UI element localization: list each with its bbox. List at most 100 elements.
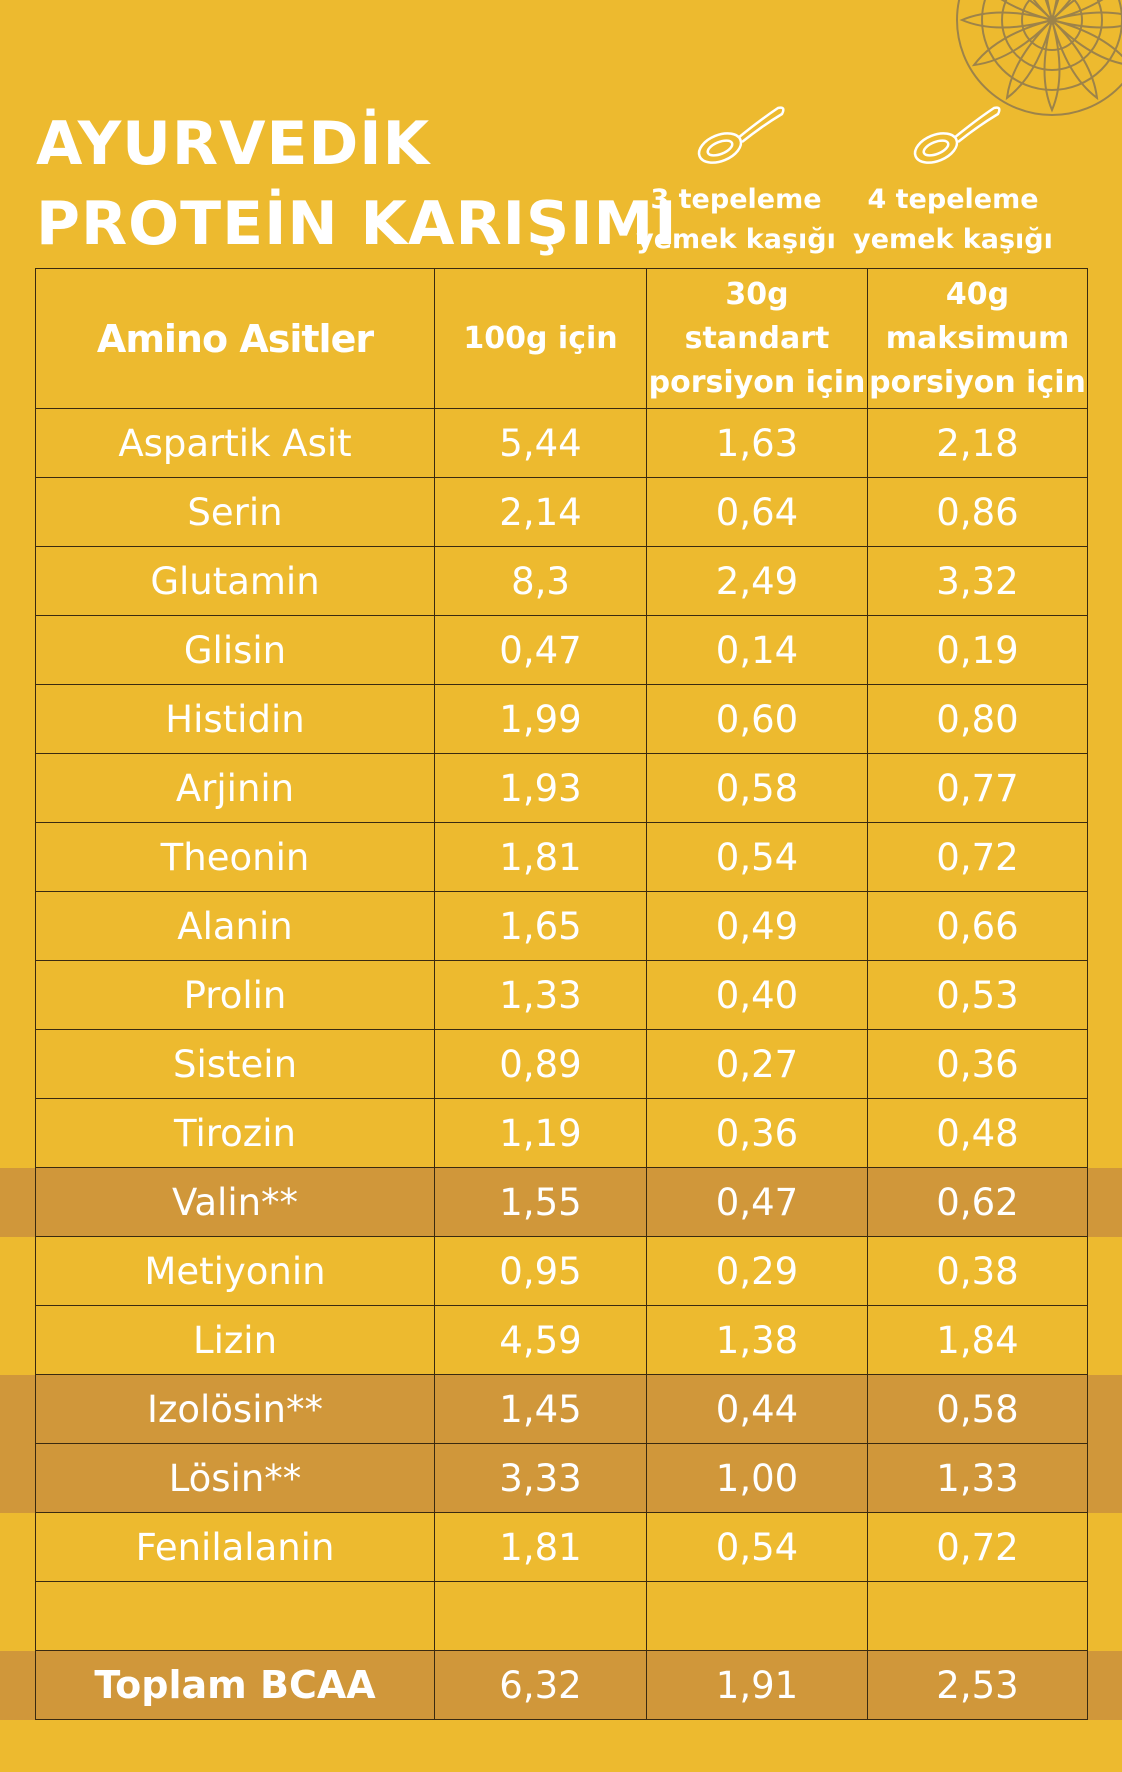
amino-acid-name: Izolösin** [35, 1374, 435, 1444]
value-per-30g: 1,38 [646, 1305, 868, 1375]
amino-acid-name: Theonin [35, 822, 435, 892]
value-per-40g: 2,18 [867, 408, 1088, 478]
value-per-30g: 0,44 [646, 1374, 868, 1444]
table-row: Izolösin** 1,45 0,44 0,58 [35, 1374, 1088, 1444]
value-per-100g: 1,19 [434, 1098, 647, 1168]
table-row [35, 1581, 1088, 1651]
amino-acid-name: Tirozin [35, 1098, 435, 1168]
value-per-100g [434, 1581, 647, 1651]
value-per-40g: 0,80 [867, 684, 1088, 754]
value-per-40g: 2,53 [867, 1650, 1088, 1720]
header-per-30g: 30g standart porsiyon için [646, 268, 868, 409]
value-per-100g: 1,93 [434, 753, 647, 823]
value-per-30g: 1,63 [646, 408, 868, 478]
amino-acid-name: Lösin** [35, 1443, 435, 1513]
table-row: Aspartik Asit 5,44 1,63 2,18 [35, 408, 1088, 478]
value-per-30g: 0,29 [646, 1236, 868, 1306]
serving-note-line: yemek kaşığı [636, 224, 836, 255]
value-per-40g: 0,72 [867, 822, 1088, 892]
table-row: Glutamin 8,3 2,49 3,32 [35, 546, 1088, 616]
value-per-100g: 8,3 [434, 546, 647, 616]
value-per-100g: 2,14 [434, 477, 647, 547]
value-per-100g: 1,81 [434, 1512, 647, 1582]
table-row: Alanin 1,65 0,49 0,66 [35, 891, 1088, 961]
value-per-40g: 0,77 [867, 753, 1088, 823]
mandala-ornament-icon [956, 0, 1122, 116]
value-per-40g: 0,58 [867, 1374, 1088, 1444]
table-row: Lizin 4,59 1,38 1,84 [35, 1305, 1088, 1375]
amino-acid-name: Alanin [35, 891, 435, 961]
value-per-30g: 0,49 [646, 891, 868, 961]
table-row: Metiyonin 0,95 0,29 0,38 [35, 1236, 1088, 1306]
amino-acid-name: Histidin [35, 684, 435, 754]
value-per-40g: 0,53 [867, 960, 1088, 1030]
value-per-30g: 2,49 [646, 546, 868, 616]
value-per-100g: 1,81 [434, 822, 647, 892]
value-per-40g: 0,48 [867, 1098, 1088, 1168]
value-per-30g: 1,91 [646, 1650, 868, 1720]
amino-acid-table: Amino Asitler 100g için 30g standart por… [35, 268, 1088, 1720]
value-per-100g: 0,47 [434, 615, 647, 685]
amino-acid-name: Glisin [35, 615, 435, 685]
amino-acid-name: Metiyonin [35, 1236, 435, 1306]
amino-acid-name: Glutamin [35, 546, 435, 616]
value-per-30g: 0,40 [646, 960, 868, 1030]
amino-acid-name: Lizin [35, 1305, 435, 1375]
value-per-100g: 1,65 [434, 891, 647, 961]
value-per-100g: 1,99 [434, 684, 647, 754]
value-per-100g: 0,95 [434, 1236, 647, 1306]
value-per-40g: 3,32 [867, 546, 1088, 616]
table-row: Tirozin 1,19 0,36 0,48 [35, 1098, 1088, 1168]
table-row: Glisin 0,47 0,14 0,19 [35, 615, 1088, 685]
title-line-2: PROTEİN KARIŞIMI [36, 189, 678, 259]
value-per-40g: 0,66 [867, 891, 1088, 961]
value-per-40g: 0,62 [867, 1167, 1088, 1237]
value-per-100g: 4,59 [434, 1305, 647, 1375]
header-per-40g: 40g maksimum porsiyon için [867, 268, 1088, 409]
value-per-100g: 3,33 [434, 1443, 647, 1513]
value-per-30g [646, 1581, 868, 1651]
amino-acid-name: Fenilalanin [35, 1512, 435, 1582]
value-per-40g: 0,72 [867, 1512, 1088, 1582]
value-per-100g: 1,45 [434, 1374, 647, 1444]
value-per-100g: 1,33 [434, 960, 647, 1030]
table-row: Valin** 1,55 0,47 0,62 [35, 1167, 1088, 1237]
spoon-icon [697, 106, 785, 164]
value-per-30g: 0,54 [646, 1512, 868, 1582]
value-per-40g: 0,86 [867, 477, 1088, 547]
value-per-30g: 0,36 [646, 1098, 868, 1168]
amino-acid-name: Aspartik Asit [35, 408, 435, 478]
value-per-100g: 1,55 [434, 1167, 647, 1237]
value-per-30g: 0,60 [646, 684, 868, 754]
title-line-1: AYURVEDİK [36, 109, 431, 179]
amino-acid-name: Serin [35, 477, 435, 547]
table-row: Arjinin 1,93 0,58 0,77 [35, 753, 1088, 823]
amino-acid-name: Arjinin [35, 753, 435, 823]
value-per-30g: 0,54 [646, 822, 868, 892]
serving-note-3-spoons: 3 tepeleme yemek kaşığı [626, 180, 846, 260]
amino-acid-name: Prolin [35, 960, 435, 1030]
value-per-100g: 6,32 [434, 1650, 647, 1720]
value-per-100g: 5,44 [434, 408, 647, 478]
spoon-icon [913, 106, 1001, 164]
table-row: Fenilalanin 1,81 0,54 0,72 [35, 1512, 1088, 1582]
table-row: Serin 2,14 0,64 0,86 [35, 477, 1088, 547]
table-row: Lösin** 3,33 1,00 1,33 [35, 1443, 1088, 1513]
value-per-100g: 0,89 [434, 1029, 647, 1099]
value-per-40g: 1,84 [867, 1305, 1088, 1375]
table-row: Theonin 1,81 0,54 0,72 [35, 822, 1088, 892]
value-per-40g: 1,33 [867, 1443, 1088, 1513]
value-per-30g: 0,58 [646, 753, 868, 823]
header-per-100g: 100g için [434, 268, 647, 409]
page-title: AYURVEDİK PROTEİN KARIŞIMI [36, 104, 678, 264]
serving-note-line: 3 tepeleme [650, 184, 822, 215]
amino-acid-name: Valin** [35, 1167, 435, 1237]
table-row: Sistein 0,89 0,27 0,36 [35, 1029, 1088, 1099]
header-amino-acids: Amino Asitler [35, 268, 435, 409]
amino-acid-name: Sistein [35, 1029, 435, 1099]
value-per-40g [867, 1581, 1088, 1651]
value-per-30g: 0,14 [646, 615, 868, 685]
serving-note-line: 4 tepeleme [867, 184, 1039, 215]
table-row: Histidin 1,99 0,60 0,80 [35, 684, 1088, 754]
amino-acid-name [35, 1581, 435, 1651]
